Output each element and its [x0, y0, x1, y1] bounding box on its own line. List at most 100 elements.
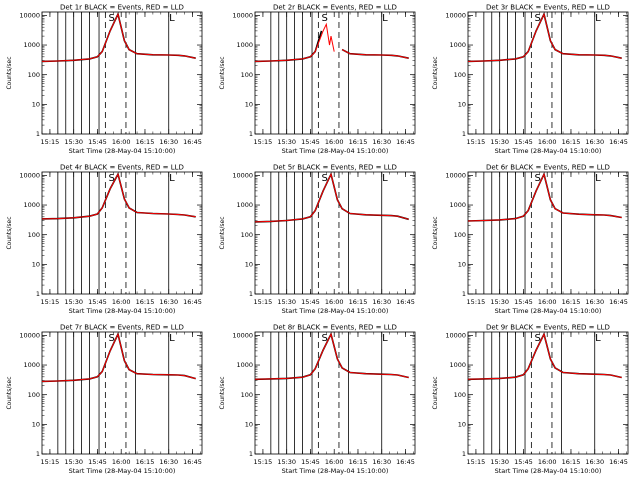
y-tick-label: 1000: [236, 361, 253, 369]
y-axis-label: Counts/sec: [6, 216, 13, 249]
x-tick-label: 15:30: [490, 458, 509, 466]
x-tick-label: 16:30: [585, 138, 604, 146]
lld-series-line: [341, 49, 409, 59]
chart-title: Det 6r BLACK = Events, RED = LLD: [486, 164, 610, 172]
y-tick-label: 10: [458, 261, 466, 269]
y-tick-label: 10: [458, 101, 466, 109]
x-tick-label: 15:30: [277, 458, 296, 466]
x-tick-label: 16:15: [349, 138, 368, 146]
x-tick-label: 16:00: [325, 298, 344, 306]
x-tick-label: 16:30: [159, 298, 178, 306]
marker-label: L: [169, 333, 175, 344]
chart-title: Det 2r BLACK = Events, RED = LLD: [273, 4, 397, 12]
x-tick-label: 15:45: [514, 458, 533, 466]
x-tick-label: 16:15: [562, 298, 581, 306]
lld-series-line: [467, 12, 622, 62]
x-tick-label: 16:15: [562, 458, 581, 466]
x-tick-label: 16:30: [585, 298, 604, 306]
y-tick-label: 10: [32, 421, 40, 429]
x-tick-label: 16:15: [136, 298, 155, 306]
y-tick-label: 100: [454, 71, 466, 79]
x-tick-label: 16:15: [349, 298, 368, 306]
x-tick-label: 15:15: [41, 458, 60, 466]
x-tick-label: 16:45: [183, 138, 202, 146]
x-tick-label: 15:30: [277, 138, 296, 146]
y-axis-label: Counts/sec: [432, 376, 439, 409]
y-axis-label: Counts/sec: [219, 56, 226, 89]
x-axis-label: Start Time (28-May-04 15:10:00): [282, 467, 389, 475]
y-axis-label: Counts/sec: [6, 376, 13, 409]
x-axis-label: Start Time (28-May-04 15:10:00): [495, 147, 602, 155]
x-tick-label: 15:45: [301, 298, 320, 306]
x-tick-label: 16:45: [183, 458, 202, 466]
y-tick-label: 1: [249, 450, 253, 458]
y-tick-label: 100: [241, 391, 253, 399]
marker-label: S: [322, 13, 328, 24]
y-axis-label: Counts/sec: [219, 216, 226, 249]
x-tick-label: 16:15: [136, 458, 155, 466]
x-axis-label: Start Time (28-May-04 15:10:00): [282, 147, 389, 155]
plot-frame: [41, 171, 203, 295]
y-tick-label: 10000: [232, 172, 253, 180]
y-tick-label: 1000: [449, 41, 466, 49]
marker-label: S: [322, 333, 328, 344]
lld-series-line: [467, 332, 622, 380]
x-tick-label: 15:45: [514, 138, 533, 146]
x-tick-label: 15:15: [254, 458, 273, 466]
x-tick-label: 16:15: [136, 138, 155, 146]
chart-title: Det 3r BLACK = Events, RED = LLD: [486, 4, 610, 12]
marker-label: L: [169, 13, 175, 24]
chart-panel-1: Det 1r BLACK = Events, RED = LLD 1 10 100 10…: [6, 4, 203, 155]
x-tick-label: 16:45: [609, 298, 628, 306]
y-tick-label: 1: [36, 130, 40, 138]
x-tick-label: 16:00: [538, 138, 557, 146]
y-tick-label: 1000: [23, 361, 40, 369]
chart-title: Det 8r BLACK = Events, RED = LLD: [273, 324, 397, 332]
y-tick-label: 10000: [232, 332, 253, 340]
y-axis-label: Counts/sec: [219, 376, 226, 409]
x-tick-label: 15:30: [64, 298, 83, 306]
marker-label: L: [595, 173, 601, 184]
y-tick-label: 10: [245, 101, 253, 109]
lld-series-line: [41, 332, 196, 382]
chart-panel-4: Det 4r BLACK = Events, RED = LLD 1 10 100 10…: [6, 164, 203, 315]
y-tick-label: 10000: [445, 12, 466, 20]
x-tick-label: 15:45: [88, 458, 107, 466]
plot-frame: [41, 331, 203, 455]
x-tick-label: 15:30: [64, 458, 83, 466]
chart-title: Det 9r BLACK = Events, RED = LLD: [486, 324, 610, 332]
chart-panel-9: Det 9r BLACK = Events, RED = LLD 1 10 100 10…: [432, 324, 629, 475]
x-tick-label: 16:45: [396, 298, 415, 306]
y-tick-label: 10: [245, 261, 253, 269]
marker-label: S: [109, 333, 115, 344]
lld-series-line: [254, 172, 409, 223]
marker-label: S: [535, 333, 541, 344]
x-tick-label: 15:45: [88, 138, 107, 146]
x-tick-label: 16:15: [349, 458, 368, 466]
x-axis-label: Start Time (28-May-04 15:10:00): [282, 307, 389, 315]
y-tick-label: 1: [249, 130, 253, 138]
x-tick-label: 15:15: [467, 298, 486, 306]
y-axis-label: Counts/sec: [6, 56, 13, 89]
y-tick-label: 100: [28, 231, 40, 239]
marker-label: L: [595, 333, 601, 344]
y-tick-label: 100: [28, 71, 40, 79]
y-tick-label: 1000: [236, 201, 253, 209]
plot-frame: [467, 171, 629, 295]
x-tick-label: 16:30: [585, 458, 604, 466]
x-tick-label: 15:15: [254, 298, 273, 306]
x-tick-label: 16:15: [562, 138, 581, 146]
x-tick-label: 15:15: [41, 138, 60, 146]
chart-panel-3: Det 3r BLACK = Events, RED = LLD 1 10 100 10…: [432, 4, 629, 155]
y-tick-label: 100: [241, 231, 253, 239]
y-tick-label: 1: [462, 130, 466, 138]
y-tick-label: 1000: [449, 361, 466, 369]
y-axis-label: Counts/sec: [432, 216, 439, 249]
x-tick-label: 16:45: [396, 138, 415, 146]
x-tick-label: 15:30: [490, 298, 509, 306]
marker-label: S: [109, 13, 115, 24]
y-tick-label: 1: [462, 450, 466, 458]
marker-label: L: [169, 173, 175, 184]
y-tick-label: 10000: [19, 12, 40, 20]
